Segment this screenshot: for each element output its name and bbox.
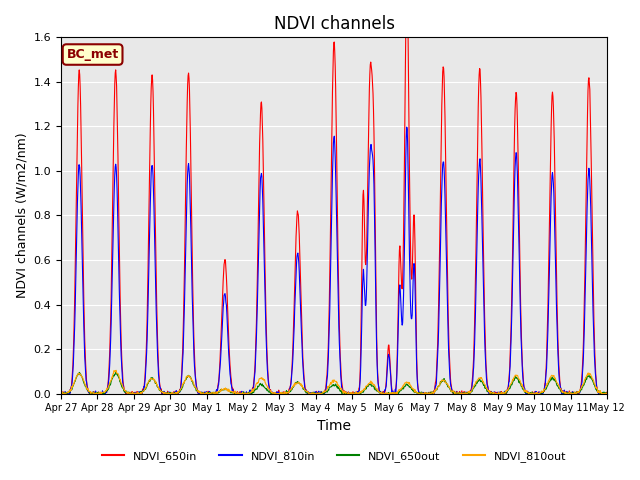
NDVI_810out xyxy=(344,390,352,396)
NDVI_810out xyxy=(356,390,364,396)
NDVI_650out xyxy=(604,391,611,396)
NDVI_810in xyxy=(344,390,352,396)
X-axis label: Time: Time xyxy=(317,419,351,433)
NDVI_650out xyxy=(294,379,302,385)
NDVI_810in xyxy=(57,391,65,396)
Legend: NDVI_650in, NDVI_810in, NDVI_650out, NDVI_810out: NDVI_650in, NDVI_810in, NDVI_650out, NDV… xyxy=(97,446,571,467)
NDVI_650out xyxy=(112,369,120,374)
NDVI_810in xyxy=(130,391,138,396)
NDVI_650in xyxy=(130,391,138,396)
Line: NDVI_810out: NDVI_810out xyxy=(61,371,607,394)
NDVI_650out xyxy=(356,391,364,396)
NDVI_650out xyxy=(344,391,352,396)
NDVI_650out xyxy=(130,391,138,396)
NDVI_810in xyxy=(58,391,65,396)
NDVI_650in xyxy=(150,108,157,114)
NDVI_810in xyxy=(242,391,250,396)
Line: NDVI_810in: NDVI_810in xyxy=(61,127,607,394)
NDVI_650in xyxy=(294,212,302,218)
NDVI_650out xyxy=(242,391,250,396)
NDVI_810out xyxy=(130,391,138,396)
NDVI_810out xyxy=(242,390,250,396)
NDVI_810out xyxy=(57,391,65,396)
NDVI_650in xyxy=(604,389,611,395)
NDVI_650out xyxy=(150,377,157,383)
NDVI_810in xyxy=(604,391,611,396)
NDVI_810out xyxy=(294,380,302,385)
Line: NDVI_650in: NDVI_650in xyxy=(61,0,607,394)
NDVI_810in xyxy=(403,124,411,130)
NDVI_650out xyxy=(57,391,65,396)
Y-axis label: NDVI channels (W/m2/nm): NDVI channels (W/m2/nm) xyxy=(15,132,28,298)
NDVI_810in xyxy=(356,382,364,387)
NDVI_650in xyxy=(58,391,65,396)
NDVI_650in xyxy=(356,378,364,384)
NDVI_810in xyxy=(294,254,302,260)
Title: NDVI channels: NDVI channels xyxy=(273,15,395,33)
Text: BC_met: BC_met xyxy=(67,48,119,61)
NDVI_810out xyxy=(150,376,157,382)
NDVI_810out xyxy=(112,368,120,373)
NDVI_810in xyxy=(150,187,157,193)
NDVI_650in xyxy=(344,389,352,395)
Line: NDVI_650out: NDVI_650out xyxy=(61,372,607,394)
NDVI_650in xyxy=(242,390,250,396)
NDVI_650in xyxy=(57,390,65,396)
NDVI_810out xyxy=(604,390,611,396)
